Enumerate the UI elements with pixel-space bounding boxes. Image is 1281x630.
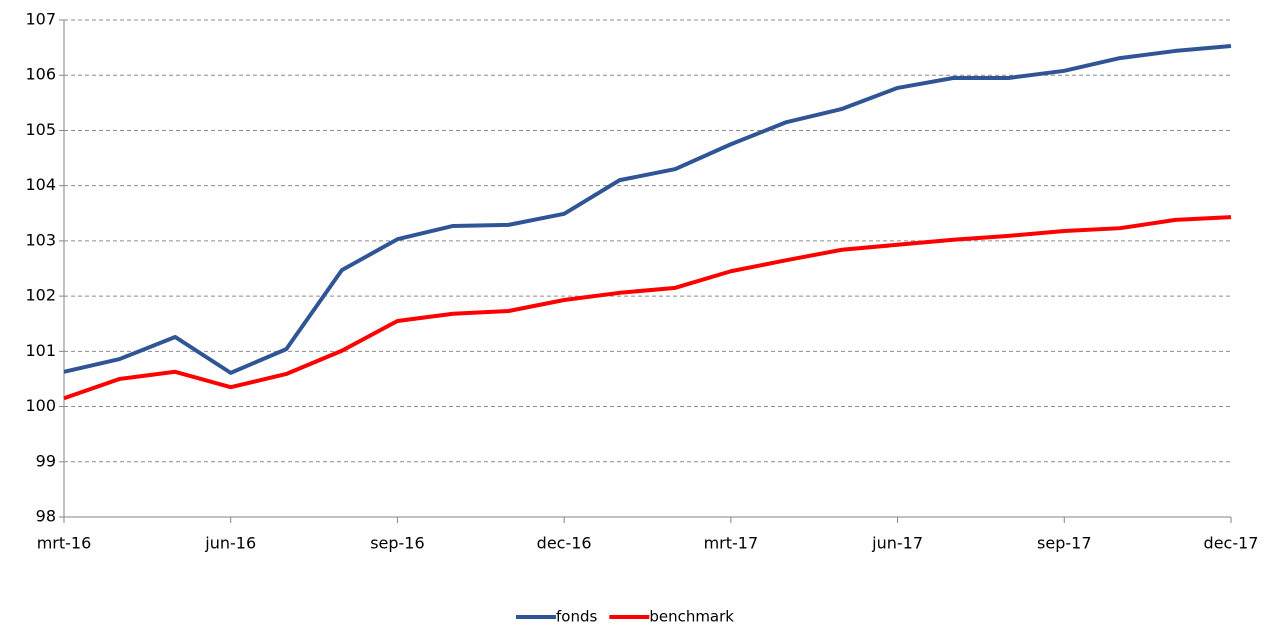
legend: fonds benchmark: [516, 608, 734, 626]
x-tick-label: dec-17: [1204, 534, 1259, 553]
x-tick-label: jun-16: [204, 534, 256, 553]
y-tick-label: 105: [25, 120, 56, 139]
series-line: [63, 43, 1232, 375]
y-tick-label: 106: [25, 65, 56, 84]
x-tick-label: jun-17: [871, 534, 923, 553]
y-tick-label: 103: [25, 230, 56, 249]
x-tick-label: sep-17: [1037, 534, 1091, 553]
y-tick-label: 102: [25, 286, 56, 305]
series-line: [63, 215, 1232, 401]
y-tick-label: 101: [25, 341, 56, 360]
x-tick-label: mrt-17: [704, 534, 759, 553]
y-tick-label: 104: [25, 175, 56, 194]
x-tick-label: mrt-16: [37, 534, 92, 553]
y-tick-label: 100: [25, 396, 56, 415]
legend-label: benchmark: [649, 608, 734, 626]
y-tick-label: 107: [25, 10, 56, 29]
x-tick-label: sep-16: [370, 534, 424, 553]
y-tick-label: 99: [36, 451, 56, 470]
y-tick-label: 98: [36, 507, 56, 526]
x-tick-label: dec-16: [537, 534, 592, 553]
legend-label: fonds: [556, 608, 597, 626]
